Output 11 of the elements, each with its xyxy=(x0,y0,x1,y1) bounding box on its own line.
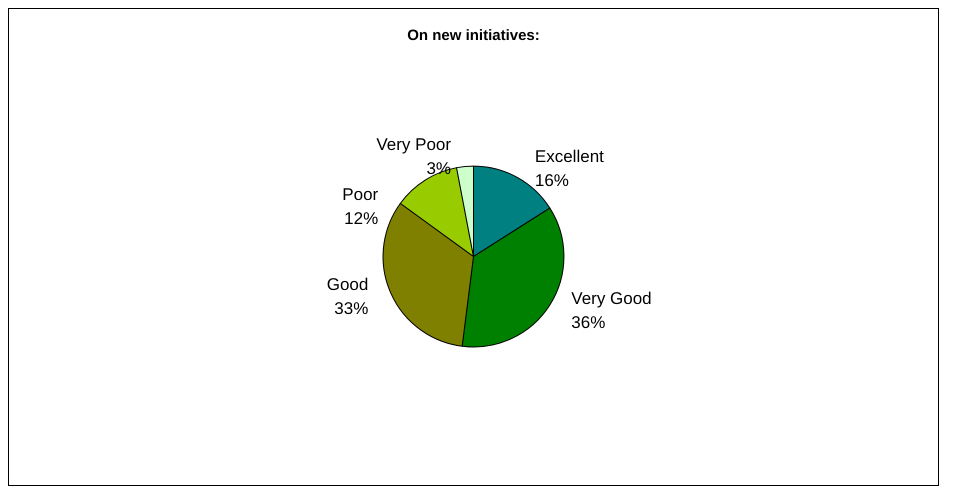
data-label: 36% xyxy=(571,312,606,332)
data-label: 33% xyxy=(334,298,368,318)
slice-label: Poor xyxy=(342,185,379,204)
data-label: 12% xyxy=(344,209,378,228)
chart-title: On new initiatives: xyxy=(407,27,540,44)
slice-label: Good xyxy=(326,274,368,294)
slice-label: Very Good xyxy=(571,288,652,308)
data-label: 16% xyxy=(534,171,569,190)
slice-label: Very Poor xyxy=(376,135,452,154)
slice-label: Excellent xyxy=(534,147,604,166)
data-label: 3% xyxy=(426,159,452,178)
